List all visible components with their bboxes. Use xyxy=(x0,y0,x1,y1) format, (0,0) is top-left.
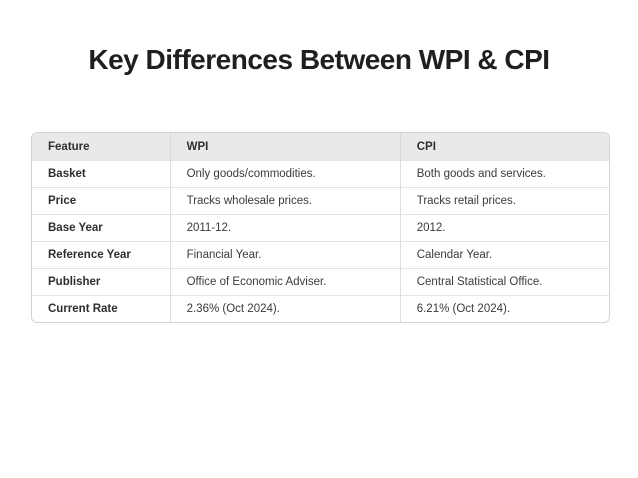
feature-cell: Reference Year xyxy=(32,241,170,268)
comparison-table: Feature WPI CPI Basket Only goods/commod… xyxy=(31,132,610,323)
cpi-cell: Tracks retail prices. xyxy=(399,187,609,214)
wpi-cell: Financial Year. xyxy=(169,241,400,268)
cpi-cell: Both goods and services. xyxy=(399,160,609,187)
wpi-cell: Office of Economic Adviser. xyxy=(169,268,400,295)
cpi-cell: 2012. xyxy=(399,214,609,241)
table-row: Basket Only goods/commodities. Both good… xyxy=(32,160,609,187)
feature-cell: Price xyxy=(32,187,170,214)
page-title: Key Differences Between WPI & CPI xyxy=(88,44,550,75)
comparison-table-container: Feature WPI CPI Basket Only goods/commod… xyxy=(31,132,610,323)
feature-cell: Current Rate xyxy=(32,295,170,322)
feature-cell: Base Year xyxy=(32,214,170,241)
column-header-cpi: CPI xyxy=(399,133,609,160)
table-row: Price Tracks wholesale prices. Tracks re… xyxy=(32,187,609,214)
cpi-cell: 6.21% (Oct 2024). xyxy=(399,295,609,322)
feature-cell: Basket xyxy=(32,160,170,187)
column-header-feature: Feature xyxy=(32,133,170,160)
table-row: Publisher Office of Economic Adviser. Ce… xyxy=(32,268,609,295)
wpi-cell: Only goods/commodities. xyxy=(169,160,400,187)
table-row: Current Rate 2.36% (Oct 2024). 6.21% (Oc… xyxy=(32,295,609,322)
cpi-cell: Central Statistical Office. xyxy=(399,268,609,295)
wpi-cell: Tracks wholesale prices. xyxy=(169,187,400,214)
table-row: Reference Year Financial Year. Calendar … xyxy=(32,241,609,268)
feature-cell: Publisher xyxy=(32,268,170,295)
cpi-cell: Calendar Year. xyxy=(399,241,609,268)
wpi-cell: 2.36% (Oct 2024). xyxy=(169,295,400,322)
table-header-row: Feature WPI CPI xyxy=(32,133,609,160)
wpi-cell: 2011-12. xyxy=(169,214,400,241)
table-row: Base Year 2011-12. 2012. xyxy=(32,214,609,241)
column-header-wpi: WPI xyxy=(169,133,400,160)
